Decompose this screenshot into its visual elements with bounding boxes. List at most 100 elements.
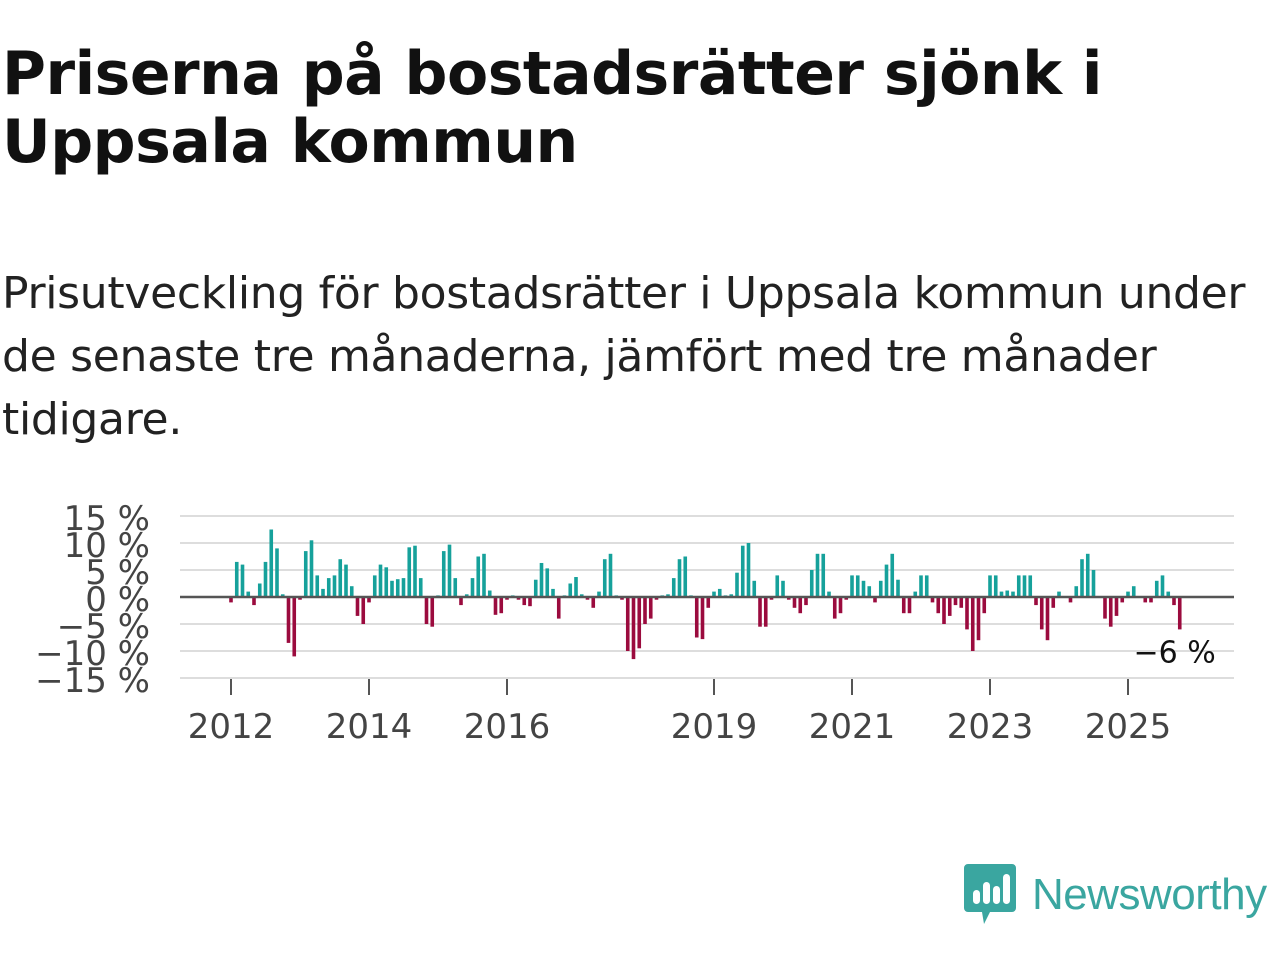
bar	[1022, 575, 1027, 597]
bar	[1120, 597, 1125, 603]
bar	[1080, 559, 1084, 597]
bar	[384, 567, 389, 597]
bar	[965, 597, 969, 630]
newsworthy-logo-icon	[964, 864, 1016, 924]
x-tick-label: 2021	[809, 707, 896, 747]
bar	[309, 540, 314, 597]
y-tick-label: 0 %	[85, 580, 150, 620]
bar	[229, 597, 233, 603]
bar	[533, 579, 538, 597]
bar	[487, 590, 492, 597]
bar	[930, 597, 935, 603]
bar	[246, 591, 251, 597]
bar	[602, 559, 607, 597]
bar	[1131, 586, 1136, 597]
x-tick-label: 2019	[671, 707, 758, 747]
bar	[476, 556, 481, 597]
bar	[591, 597, 596, 608]
bar	[792, 597, 797, 608]
bar	[424, 597, 429, 624]
bar	[850, 575, 854, 597]
bar	[303, 551, 308, 597]
bar	[884, 564, 889, 597]
bar	[832, 597, 837, 619]
bar	[620, 597, 624, 600]
bar	[844, 597, 849, 600]
bar	[717, 588, 722, 597]
bar	[637, 597, 642, 649]
bar	[838, 597, 843, 614]
bar	[1051, 597, 1056, 608]
x-tick-label: 2014	[326, 707, 413, 747]
y-tick-label: 5 %	[85, 553, 150, 593]
bar	[372, 575, 377, 597]
bar	[694, 597, 699, 638]
bar	[1143, 597, 1148, 603]
bar	[752, 580, 757, 597]
bar	[292, 597, 297, 657]
bar	[901, 597, 906, 614]
bar	[459, 597, 463, 606]
bar	[746, 543, 751, 597]
bar	[298, 597, 302, 600]
bar	[712, 591, 716, 597]
bar	[999, 591, 1004, 597]
bar	[1085, 553, 1090, 597]
bar	[666, 594, 670, 597]
y-tick-label: −15 %	[35, 661, 150, 701]
newsworthy-logo: Newsworthy	[964, 864, 1267, 926]
bar	[827, 591, 831, 597]
bar	[332, 575, 337, 597]
bar	[464, 594, 469, 597]
bar	[993, 575, 998, 597]
bar	[528, 597, 532, 607]
bar	[1149, 597, 1153, 603]
bar	[1114, 597, 1119, 616]
bar	[608, 553, 613, 597]
bar	[321, 588, 325, 597]
bar	[367, 597, 371, 603]
bar	[867, 586, 872, 597]
x-tick-label: 2025	[1085, 707, 1172, 747]
bar	[677, 559, 682, 597]
bar	[878, 580, 883, 597]
bar	[1039, 597, 1044, 630]
bar	[625, 597, 630, 651]
bar	[913, 591, 918, 597]
x-tick-label: 2016	[464, 707, 551, 747]
bar	[919, 575, 923, 597]
bar	[643, 597, 647, 624]
bar	[896, 579, 900, 597]
bar	[286, 597, 291, 643]
bar	[315, 575, 320, 597]
bar	[453, 578, 458, 597]
bar	[861, 580, 866, 597]
bar	[798, 597, 803, 614]
bar	[430, 597, 435, 627]
bar	[706, 597, 711, 608]
bar	[740, 545, 745, 597]
bar	[1028, 575, 1033, 597]
bar	[781, 580, 785, 597]
bar	[953, 597, 958, 606]
bar	[1057, 591, 1061, 597]
bar	[1177, 597, 1182, 630]
bar	[597, 591, 601, 597]
bar	[234, 561, 239, 597]
bar	[349, 586, 354, 597]
bar	[545, 568, 550, 597]
bar	[579, 594, 584, 597]
y-tick-label: 15 %	[64, 499, 150, 539]
bar	[574, 577, 578, 597]
chart-subtitle: Prisutveckling för bostadsrätter i Uppsa…	[2, 268, 1246, 445]
bar	[873, 597, 877, 603]
bar	[976, 597, 981, 641]
bar	[1126, 591, 1130, 597]
bar	[522, 597, 527, 606]
bar	[1016, 575, 1021, 597]
bar	[1091, 570, 1096, 597]
chart-title: Priserna på bostadsrätter sjönk i Uppsal…	[2, 39, 1102, 177]
bar	[401, 578, 406, 597]
bar	[1108, 597, 1113, 627]
bar	[775, 575, 780, 597]
